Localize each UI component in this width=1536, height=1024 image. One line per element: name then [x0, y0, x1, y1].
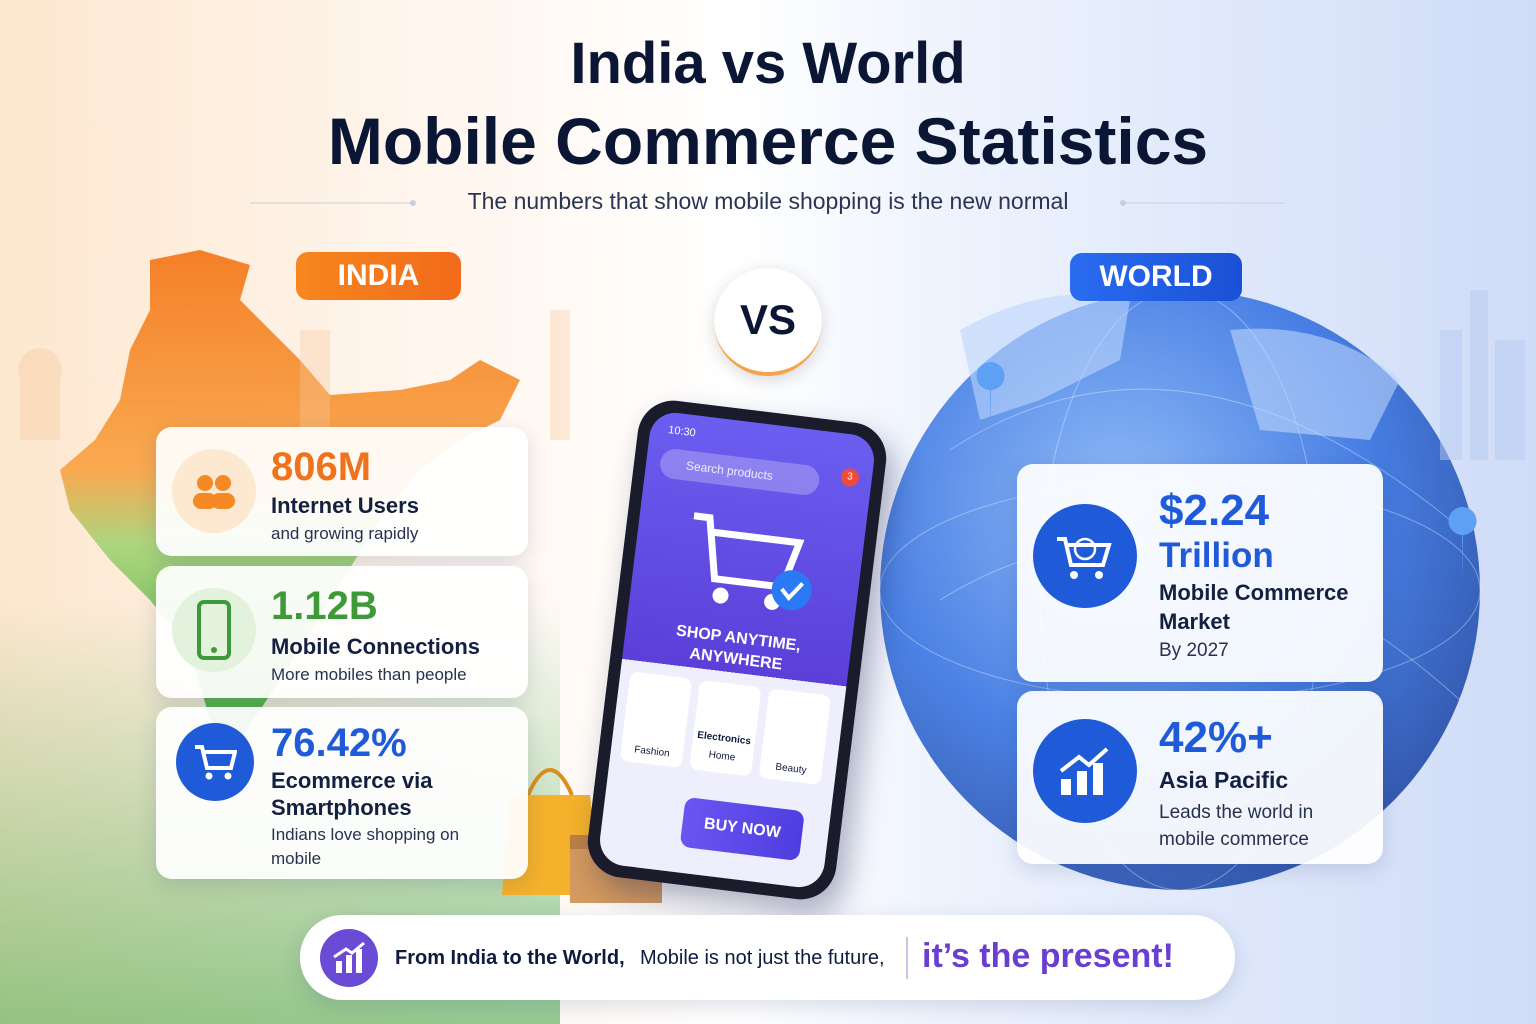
stat-label: Ecommerce via Smartphones: [271, 768, 433, 820]
growth-icon: [1033, 719, 1137, 823]
stat-label: Mobile Commerce Market: [1159, 580, 1349, 634]
vs-badge: VS: [714, 268, 822, 376]
title-line-1: India vs World: [570, 31, 966, 96]
stat-unit: Trillion: [1159, 536, 1274, 575]
india-stat-card: 806M Internet Users and growing rapidly: [156, 427, 528, 556]
stat-value: 806M: [271, 445, 372, 489]
category-tile[interactable]: Fashion: [619, 671, 693, 769]
world-stat-card: 42%+ Asia Pacific Leads the world in mob…: [1017, 691, 1383, 864]
world-stat-card: $2.24 Trillion Mobile Commerce Market By…: [1017, 464, 1383, 682]
stat-value: 1.12B: [271, 584, 378, 628]
footer-middle: Mobile is not just the future,: [640, 947, 885, 969]
icon-glyph: [333, 941, 365, 973]
icon-glyph: [193, 475, 235, 509]
users-icon: [172, 449, 256, 533]
icon-glyph: [1059, 747, 1109, 795]
footer-icon: [320, 929, 378, 987]
india-stat-card: 76.42% Ecommerce via Smartphones Indians…: [156, 707, 528, 879]
footer-highlight: it’s the present!: [922, 937, 1174, 975]
icon-glyph: [1057, 537, 1112, 579]
stat-value: $2.24: [1159, 486, 1270, 535]
category-tile[interactable]: Beauty: [758, 688, 832, 786]
cart-icon: [176, 723, 254, 801]
stat-label: Mobile Connections: [271, 634, 480, 659]
footer-lead: From India to the World,: [395, 947, 625, 969]
stat-value: 76.42%: [271, 721, 407, 765]
stat-note: By 2027: [1159, 640, 1229, 661]
icon-glyph: [195, 745, 237, 780]
stat-note: Leads the world in mobile commerce: [1159, 802, 1314, 850]
stat-value: 42%+: [1159, 713, 1273, 762]
rule-dot: [1120, 200, 1126, 206]
tagline: SHOP ANYTIME, ANYWHERE: [675, 622, 802, 674]
stat-note: Indians love shopping on mobile: [271, 825, 460, 868]
phone-icon: [172, 588, 256, 672]
phone: 10:30 Search products 3 SHOP ANYTIME, AN…: [583, 396, 891, 904]
cart-count: 3: [839, 467, 860, 488]
divider: [906, 937, 908, 979]
stat-note: and growing rapidly: [271, 524, 419, 543]
world-badge: WORLD: [1070, 253, 1242, 301]
skyline-india: [18, 310, 570, 440]
footer-banner: From India to the World, Mobile is not j…: [300, 915, 1235, 1000]
stat-label: Asia Pacific: [1159, 767, 1289, 793]
title-line-2: Mobile Commerce Statistics: [327, 104, 1209, 178]
stat-note: More mobiles than people: [271, 665, 467, 684]
stat-label: Internet Users: [271, 493, 419, 518]
india-stat-card: 1.12B Mobile Connections More mobiles th…: [156, 566, 528, 698]
hero-cart: [693, 512, 812, 611]
status-time: 10:30: [667, 424, 697, 440]
rule-dot: [410, 200, 416, 206]
subtitle: The numbers that show mobile shopping is…: [467, 188, 1069, 214]
search-bar[interactable]: Search products: [658, 447, 821, 497]
icon-glyph: [197, 600, 231, 660]
buy-now-button[interactable]: BUY NOW: [679, 796, 805, 862]
map-pins: [976, 362, 1477, 580]
phone-screen: 10:30 Search products 3 SHOP ANYTIME, AN…: [597, 409, 877, 891]
globe-cart-icon: [1033, 504, 1137, 608]
continents: [960, 294, 1400, 440]
skyline-world: [1440, 290, 1525, 460]
india-badge: INDIA: [296, 252, 461, 300]
